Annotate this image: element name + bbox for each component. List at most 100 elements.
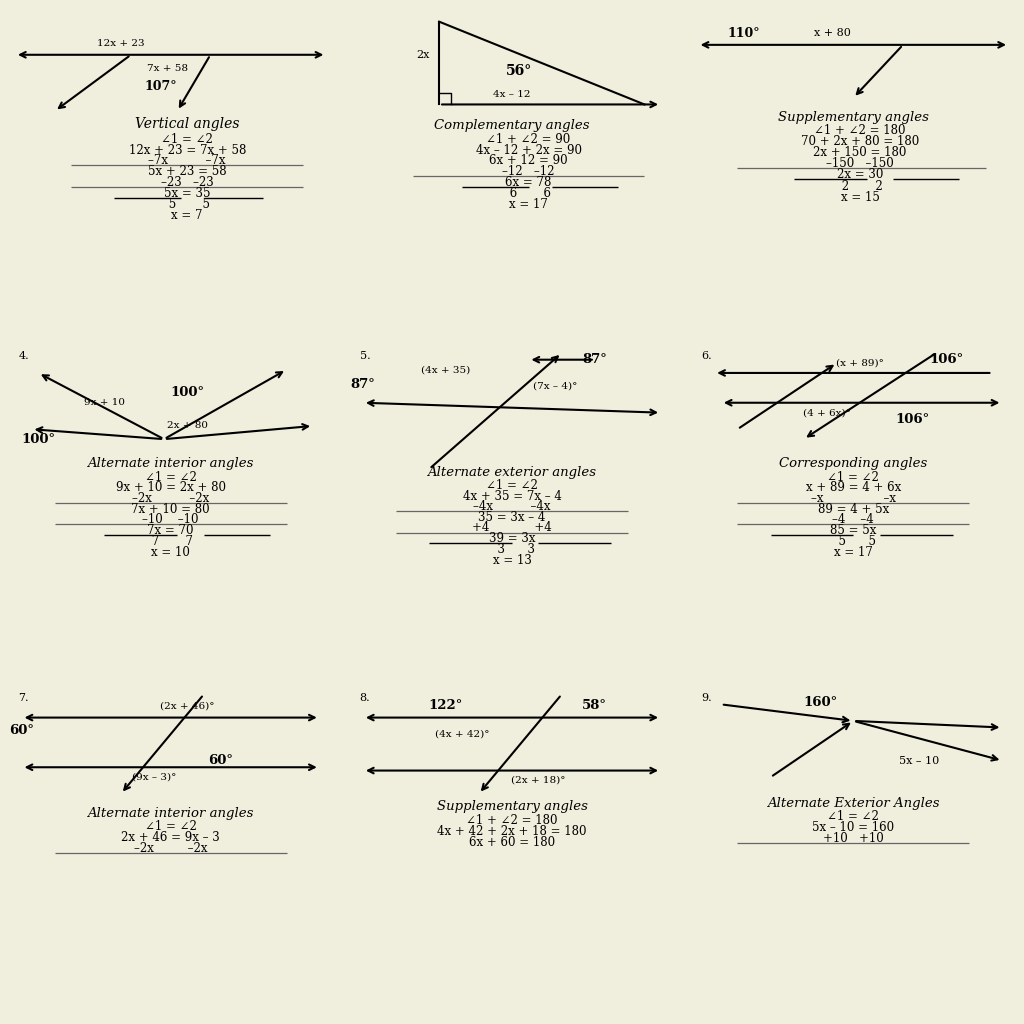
Text: x = 15: x = 15 bbox=[841, 191, 880, 205]
Text: 58°: 58° bbox=[583, 699, 607, 713]
Text: 100°: 100° bbox=[22, 433, 55, 445]
Text: –4    –4: –4 –4 bbox=[833, 513, 874, 526]
Text: 85 = 5x: 85 = 5x bbox=[830, 523, 877, 537]
Text: 9.: 9. bbox=[701, 692, 712, 702]
Text: x = 17: x = 17 bbox=[834, 546, 872, 558]
Text: 2x = 30: 2x = 30 bbox=[837, 168, 883, 181]
Text: ∠1 = ∠2: ∠1 = ∠2 bbox=[162, 133, 213, 145]
Text: 3      3: 3 3 bbox=[489, 544, 535, 556]
Text: 87°: 87° bbox=[350, 378, 376, 391]
Text: 122°: 122° bbox=[429, 699, 463, 713]
Text: 5x = 35: 5x = 35 bbox=[164, 186, 211, 200]
Text: 7       7: 7 7 bbox=[148, 535, 194, 548]
Text: 7x + 10 = 80: 7x + 10 = 80 bbox=[131, 503, 210, 515]
Text: 5x – 10 = 160: 5x – 10 = 160 bbox=[812, 821, 894, 835]
Text: 7x = 70: 7x = 70 bbox=[147, 523, 194, 537]
Text: 12x + 23: 12x + 23 bbox=[97, 39, 144, 48]
Text: –10    –10: –10 –10 bbox=[142, 513, 199, 526]
Text: Vertical angles: Vertical angles bbox=[135, 118, 240, 131]
Text: ∠1 = ∠2: ∠1 = ∠2 bbox=[144, 820, 197, 834]
Text: 6x = 78: 6x = 78 bbox=[506, 176, 552, 188]
Text: (4x + 42)°: (4x + 42)° bbox=[435, 730, 489, 738]
Text: Alternate interior angles: Alternate interior angles bbox=[87, 458, 254, 470]
Text: Alternate exterior angles: Alternate exterior angles bbox=[427, 466, 597, 479]
Text: 70 + 2x + 80 = 180: 70 + 2x + 80 = 180 bbox=[801, 135, 920, 148]
Text: x = 7: x = 7 bbox=[171, 209, 203, 222]
Text: 2x + 46 = 9x – 3: 2x + 46 = 9x – 3 bbox=[121, 831, 220, 844]
Text: 110°: 110° bbox=[727, 27, 760, 40]
Text: 6       6: 6 6 bbox=[506, 186, 551, 200]
Text: 60°: 60° bbox=[208, 754, 232, 767]
Text: –2x          –2x: –2x –2x bbox=[132, 492, 209, 505]
Text: x = 17: x = 17 bbox=[509, 199, 548, 211]
Text: (x + 89)°: (x + 89)° bbox=[836, 358, 884, 368]
Text: (2x + 18)°: (2x + 18)° bbox=[511, 776, 565, 785]
Text: 4x – 12 + 2x = 90: 4x – 12 + 2x = 90 bbox=[475, 143, 582, 157]
Text: 160°: 160° bbox=[803, 696, 838, 710]
Text: ∠1 = ∠2: ∠1 = ∠2 bbox=[827, 810, 880, 823]
Text: 6x + 12 = 90: 6x + 12 = 90 bbox=[489, 155, 568, 167]
Text: 5x + 23 = 58: 5x + 23 = 58 bbox=[147, 165, 226, 178]
Text: 8.: 8. bbox=[359, 692, 371, 702]
Text: 5      5: 5 5 bbox=[830, 535, 876, 548]
Text: Supplementary angles: Supplementary angles bbox=[778, 112, 929, 124]
Text: –150   –150: –150 –150 bbox=[826, 158, 894, 170]
Text: 4x + 35 = 7x – 4: 4x + 35 = 7x – 4 bbox=[463, 489, 561, 503]
Text: –7x          –7x: –7x –7x bbox=[148, 155, 226, 167]
Text: x = 13: x = 13 bbox=[493, 554, 531, 567]
Text: (4x + 35): (4x + 35) bbox=[421, 366, 470, 374]
Text: 39 = 3x: 39 = 3x bbox=[488, 532, 536, 545]
Text: 35 = 3x – 4: 35 = 3x – 4 bbox=[478, 511, 546, 524]
Text: 2       2: 2 2 bbox=[838, 180, 883, 193]
Text: 2x: 2x bbox=[416, 50, 429, 59]
Text: 6.: 6. bbox=[701, 351, 712, 361]
Text: –12   –12: –12 –12 bbox=[503, 165, 555, 178]
Text: (9x – 3)°: (9x – 3)° bbox=[132, 773, 176, 781]
Text: Alternate interior angles: Alternate interior angles bbox=[87, 807, 254, 820]
Text: 60°: 60° bbox=[9, 724, 34, 737]
Text: x = 10: x = 10 bbox=[152, 546, 190, 558]
Text: 12x + 23 = 7x + 58: 12x + 23 = 7x + 58 bbox=[129, 143, 246, 157]
Text: ∠1 + ∠2 = 180: ∠1 + ∠2 = 180 bbox=[814, 125, 905, 137]
Text: Supplementary angles: Supplementary angles bbox=[436, 801, 588, 813]
Text: 106°: 106° bbox=[896, 413, 930, 426]
Text: ∠1 = ∠2: ∠1 = ∠2 bbox=[486, 479, 538, 492]
Text: 4.: 4. bbox=[18, 351, 29, 361]
Text: 9x + 10: 9x + 10 bbox=[84, 398, 125, 408]
Text: ∠1 = ∠2: ∠1 = ∠2 bbox=[144, 471, 197, 483]
Text: 56°: 56° bbox=[506, 65, 531, 79]
Text: 4x – 12: 4x – 12 bbox=[494, 90, 530, 99]
Text: 7.: 7. bbox=[18, 692, 29, 702]
Text: x + 89 = 4 + 6x: x + 89 = 4 + 6x bbox=[806, 481, 901, 495]
Text: ∠1 + ∠2 = 180: ∠1 + ∠2 = 180 bbox=[466, 814, 558, 826]
Text: 2x + 150 = 180: 2x + 150 = 180 bbox=[813, 146, 906, 160]
Text: 5.: 5. bbox=[359, 351, 371, 361]
Text: 106°: 106° bbox=[929, 353, 964, 367]
Text: 107°: 107° bbox=[144, 80, 177, 93]
Text: x + 80: x + 80 bbox=[814, 29, 851, 38]
Text: Complementary angles: Complementary angles bbox=[434, 120, 590, 132]
Text: 89 = 4 + 5x: 89 = 4 + 5x bbox=[818, 503, 889, 515]
Text: 87°: 87° bbox=[583, 353, 607, 367]
Text: Corresponding angles: Corresponding angles bbox=[779, 458, 928, 470]
Text: 100°: 100° bbox=[170, 386, 204, 399]
Text: 2x + 80: 2x + 80 bbox=[167, 422, 208, 430]
Text: (7x – 4)°: (7x – 4)° bbox=[532, 382, 578, 391]
Text: 6x + 60 = 180: 6x + 60 = 180 bbox=[469, 836, 555, 849]
Text: 5x – 10: 5x – 10 bbox=[899, 756, 940, 766]
Text: 5       5: 5 5 bbox=[165, 199, 210, 211]
Text: Alternate Exterior Angles: Alternate Exterior Angles bbox=[767, 797, 940, 810]
Text: 7x + 58: 7x + 58 bbox=[147, 63, 188, 73]
Text: –23   –23: –23 –23 bbox=[161, 176, 214, 188]
Text: –x                –x: –x –x bbox=[811, 492, 896, 505]
Text: –2x         –2x: –2x –2x bbox=[134, 842, 208, 855]
Text: ∠1 + ∠2 = 90: ∠1 + ∠2 = 90 bbox=[486, 133, 570, 145]
Text: –4x          –4x: –4x –4x bbox=[473, 500, 551, 513]
Text: (2x + 46)°: (2x + 46)° bbox=[160, 701, 214, 711]
Text: +10   +10: +10 +10 bbox=[823, 833, 884, 845]
Text: (4 + 6x)°: (4 + 6x)° bbox=[803, 409, 851, 417]
Text: +4            +4: +4 +4 bbox=[472, 521, 552, 535]
Text: ∠1 = ∠2: ∠1 = ∠2 bbox=[827, 471, 880, 483]
Text: 4x + 42 + 2x + 18 = 180: 4x + 42 + 2x + 18 = 180 bbox=[437, 824, 587, 838]
Text: 9x + 10 = 2x + 80: 9x + 10 = 2x + 80 bbox=[116, 481, 225, 495]
